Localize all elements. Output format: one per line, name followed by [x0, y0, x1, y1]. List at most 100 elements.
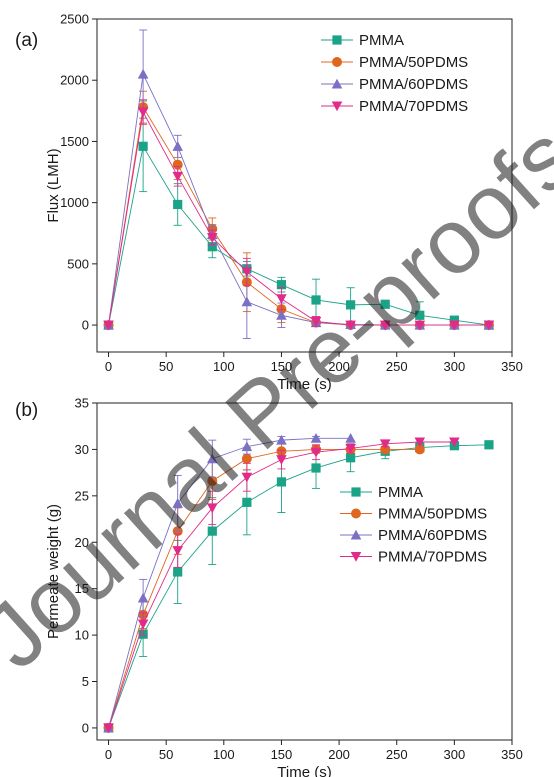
data-point-pmma-70pdms	[449, 437, 460, 448]
chart-panel-2: 0 50 100 150 200 250 300 350 0 5 10 15 20 25 30 35 Time …	[15, 396, 523, 777]
legend-marker-pmma	[351, 487, 361, 497]
data-point-pmma	[311, 295, 321, 305]
data-point-pmma	[311, 463, 321, 473]
data-point-pmma-70pdms	[241, 267, 253, 278]
panel-label: (b)	[15, 400, 38, 421]
legend: PMMA PMMA/50PDMS PMMA/60PDMS PMMA/70PDMS	[340, 484, 487, 566]
data-point-pmma-70pdms	[172, 171, 183, 182]
data-point-pmma	[346, 453, 356, 463]
x-tick-label: 100	[213, 359, 235, 374]
data-point-pmma-70pdms	[206, 503, 218, 514]
data-point-pmma	[173, 199, 183, 210]
data-point-pmma-70pdms	[172, 546, 183, 556]
y-tick-label: 0	[82, 720, 89, 735]
data-point-pmma-60pdms	[206, 453, 218, 464]
y-tick-label: 30	[75, 442, 89, 457]
legend: PMMA PMMA/50PDMS PMMA/60PDMS PMMA/70PDMS	[321, 32, 468, 115]
legend-label: PMMA/70PDMS	[378, 549, 487, 566]
data-point-pmma-70pdms	[241, 472, 253, 483]
data-point-pmma-70pdms	[103, 723, 114, 734]
x-tick-label: 50	[159, 359, 173, 374]
x-tick-label: 150	[271, 747, 293, 762]
y-tick-label: 35	[75, 396, 89, 411]
legend-label: PMMA/50PDMS	[359, 54, 468, 71]
panel-label: (a)	[15, 30, 38, 51]
data-point-pmma-60pdms	[137, 68, 149, 79]
legend-label: PMMA/50PDMS	[378, 506, 487, 523]
legend-marker-pmma-50pdms	[351, 508, 361, 519]
data-point-pmma-60pdms	[276, 309, 287, 320]
data-point-pmma-60pdms	[172, 141, 183, 151]
y-tick-label: 5	[82, 674, 89, 689]
data-point-pmma-60pdms	[137, 592, 149, 603]
y-tick-label: 15	[75, 581, 89, 596]
legend-label: PMMA/70PDMS	[359, 98, 468, 115]
legend-marker-pmma-60pdms	[331, 78, 343, 89]
series-pmma	[103, 440, 494, 733]
y-tick-label: 1500	[60, 134, 89, 149]
data-point-pmma-70pdms	[379, 320, 391, 331]
data-point-pmma-60pdms	[345, 432, 356, 443]
data-point-pmma	[138, 141, 148, 151]
series-pmma-70pdms	[103, 437, 460, 734]
series-pmma-50pdms	[103, 90, 494, 331]
data-point-pmma-70pdms	[414, 320, 426, 331]
x-tick-label: 50	[159, 747, 173, 762]
x-tick-label: 200	[328, 359, 350, 374]
y-tick-label: 500	[67, 256, 89, 271]
legend-label: PMMA	[378, 484, 423, 501]
x-tick-label: 0	[105, 747, 112, 762]
x-axis-title: Time (s)	[277, 764, 331, 777]
series-pmma	[103, 100, 494, 330]
data-point-pmma	[207, 526, 217, 536]
legend-label: PMMA/60PDMS	[378, 527, 487, 544]
data-point-pmma-70pdms	[379, 439, 391, 450]
data-point-pmma-70pdms	[137, 107, 149, 118]
data-point-pmma-60pdms	[276, 434, 287, 445]
data-point-pmma	[484, 440, 494, 450]
legend-marker-pmma-50pdms	[332, 57, 342, 67]
data-point-pmma	[207, 242, 217, 252]
series-line-pmma-50pdms	[108, 448, 420, 729]
legend-label: PMMA	[359, 32, 404, 49]
series-pmma-60pdms	[103, 432, 356, 733]
y-axis-title: Permeate weight (g)	[45, 504, 62, 639]
data-point-pmma-70pdms	[345, 320, 356, 331]
data-point-pmma-70pdms	[206, 233, 218, 243]
data-point-pmma-70pdms	[276, 455, 287, 465]
data-point-pmma-70pdms	[345, 443, 356, 454]
series-line-pmma	[108, 444, 489, 729]
data-point-pmma-70pdms	[276, 294, 287, 305]
data-point-pmma	[242, 497, 252, 507]
data-point-pmma	[346, 300, 356, 310]
x-tick-label: 250	[386, 359, 408, 374]
legend-label: PMMA/60PDMS	[359, 76, 468, 93]
plot-frame	[96, 402, 513, 741]
series-line-pmma-70pdms	[108, 110, 489, 326]
data-point-pmma	[173, 567, 183, 577]
data-point-pmma-50pdms	[414, 444, 425, 455]
y-tick-label: 20	[75, 535, 89, 550]
data-point-pmma-60pdms	[241, 441, 253, 452]
data-point-pmma-70pdms	[449, 320, 460, 331]
data-point-pmma-60pdms	[172, 497, 183, 508]
x-tick-label: 350	[501, 747, 523, 762]
data-point-pmma-70pdms	[137, 619, 149, 630]
y-axis-title: Flux (LMH)	[45, 148, 62, 222]
data-point-pmma-60pdms	[310, 432, 322, 443]
x-tick-label: 300	[444, 359, 466, 374]
y-tick-label: 25	[75, 488, 89, 503]
x-tick-label: 200	[328, 747, 350, 762]
y-tick-label: 0	[82, 318, 89, 333]
legend-marker-pmma-70pdms	[331, 101, 343, 112]
x-tick-label: 250	[386, 747, 408, 762]
plot-frame	[96, 18, 513, 353]
data-point-pmma-70pdms	[483, 320, 495, 331]
series-line-pmma-60pdms	[108, 437, 351, 729]
data-point-pmma-60pdms	[241, 296, 253, 307]
y-tick-label: 1000	[60, 195, 89, 210]
x-tick-label: 100	[213, 747, 235, 762]
x-tick-label: 0	[105, 359, 112, 374]
data-point-pmma-50pdms	[172, 159, 183, 170]
